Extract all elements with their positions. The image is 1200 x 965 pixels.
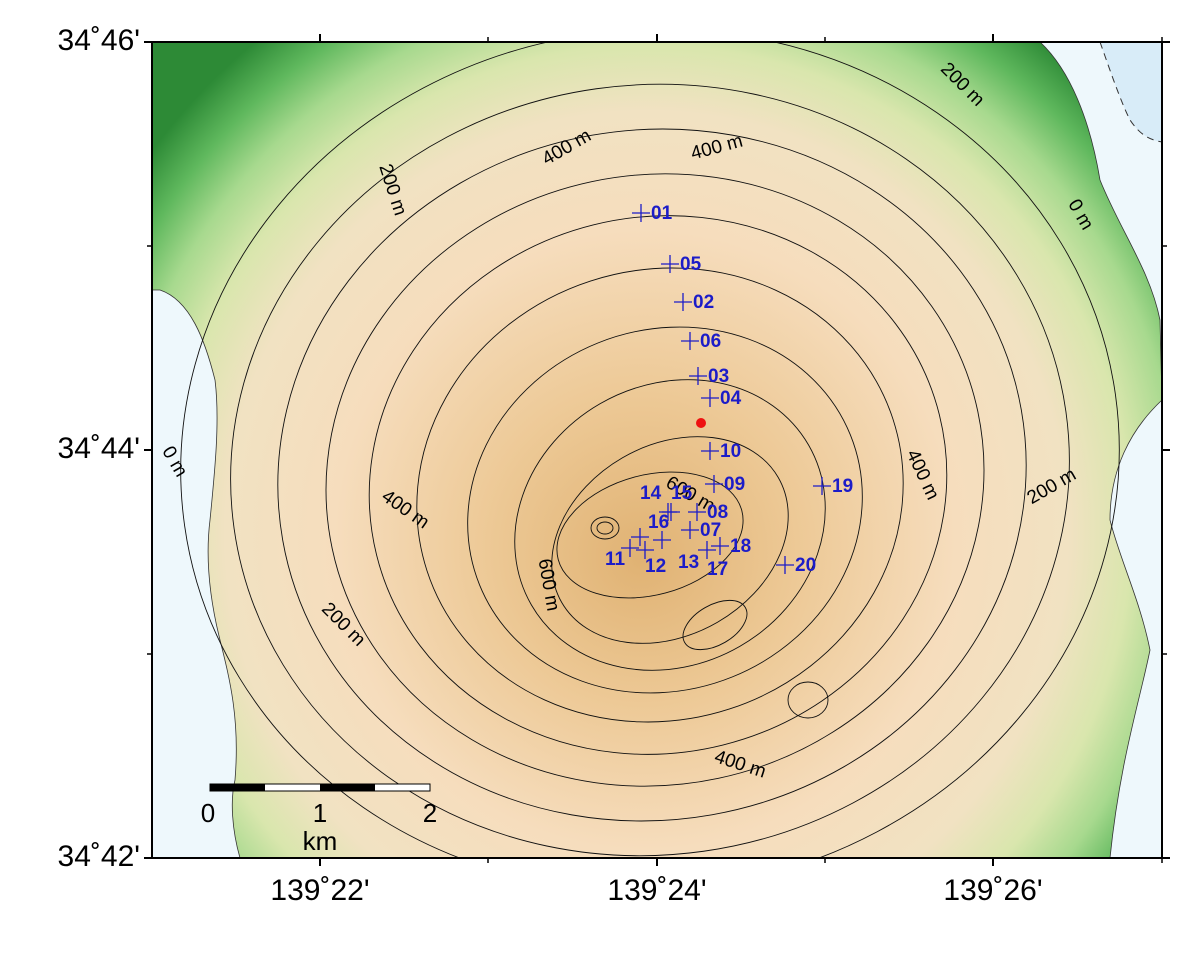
station-label: 07	[700, 520, 721, 541]
station-marker	[674, 293, 692, 311]
lat-tick-label: 34˚46'	[58, 24, 140, 57]
terrain	[152, 42, 1162, 858]
lon-tick-label: 139˚22'	[270, 874, 369, 907]
station-label: 06	[700, 331, 721, 352]
contour	[682, 599, 748, 651]
station-label: 04	[720, 388, 742, 409]
station-label: 14	[640, 483, 662, 504]
scale-bar-segment	[210, 784, 265, 791]
station-label: 10	[720, 441, 741, 462]
station-label: 01	[651, 203, 673, 224]
scale-unit: km	[303, 826, 338, 856]
station-label: 02	[693, 292, 714, 313]
sea-patch	[1099, 42, 1162, 143]
station-label: 11	[605, 549, 626, 570]
scale-bar: 0 1 2 km	[201, 783, 437, 856]
scale-label: 0	[201, 798, 215, 828]
scale-bar-segment	[320, 784, 375, 791]
station-marker	[662, 503, 680, 521]
contour	[180, 42, 1120, 858]
contour	[467, 326, 863, 694]
summit-marker	[696, 418, 706, 428]
station-marker	[631, 528, 649, 546]
lon-tick-label: 139˚24'	[607, 874, 706, 907]
contour	[596, 521, 614, 535]
station-label: 19	[832, 476, 853, 497]
contour	[230, 83, 1070, 857]
station-marker	[653, 531, 671, 549]
station-marker	[621, 539, 639, 557]
station-marker	[813, 477, 831, 495]
station-marker	[701, 389, 719, 407]
station-marker	[701, 442, 719, 460]
station-marker	[689, 367, 707, 385]
station-label: 16	[648, 512, 669, 533]
station-marker	[632, 204, 650, 222]
station-label: 12	[645, 556, 666, 577]
station-marker	[711, 537, 729, 555]
station-label: 15	[671, 483, 693, 504]
station-marker	[705, 475, 723, 493]
scale-label: 1	[313, 798, 327, 828]
contour	[325, 173, 985, 787]
station-marker	[688, 503, 706, 521]
station-label: 18	[730, 536, 751, 557]
station-marker	[776, 556, 794, 574]
station-label: 05	[680, 254, 702, 275]
lat-tick-label: 34˚44'	[58, 432, 140, 465]
scale-label: 2	[423, 798, 437, 828]
contour	[551, 436, 789, 644]
station-marker	[698, 541, 716, 559]
station-label: 20	[795, 555, 816, 576]
station-label: 17	[707, 559, 728, 580]
contour	[590, 516, 620, 540]
contour	[277, 128, 1027, 822]
contour	[556, 471, 744, 599]
lat-tick-label: 34˚42'	[58, 840, 140, 873]
station-label: 03	[708, 366, 729, 387]
station-label: 09	[724, 474, 745, 495]
contour	[514, 379, 826, 671]
station-marker	[681, 521, 699, 539]
lon-tick-label: 139˚26'	[943, 874, 1042, 907]
island	[152, 42, 1162, 858]
contour	[787, 681, 829, 719]
station-marker	[661, 255, 679, 273]
station-marker	[636, 541, 654, 559]
station-label: 13	[678, 552, 699, 573]
contour	[416, 267, 904, 723]
contour	[368, 215, 948, 755]
station-label: 08	[707, 502, 728, 523]
contours	[180, 42, 1120, 858]
station-marker	[681, 332, 699, 350]
